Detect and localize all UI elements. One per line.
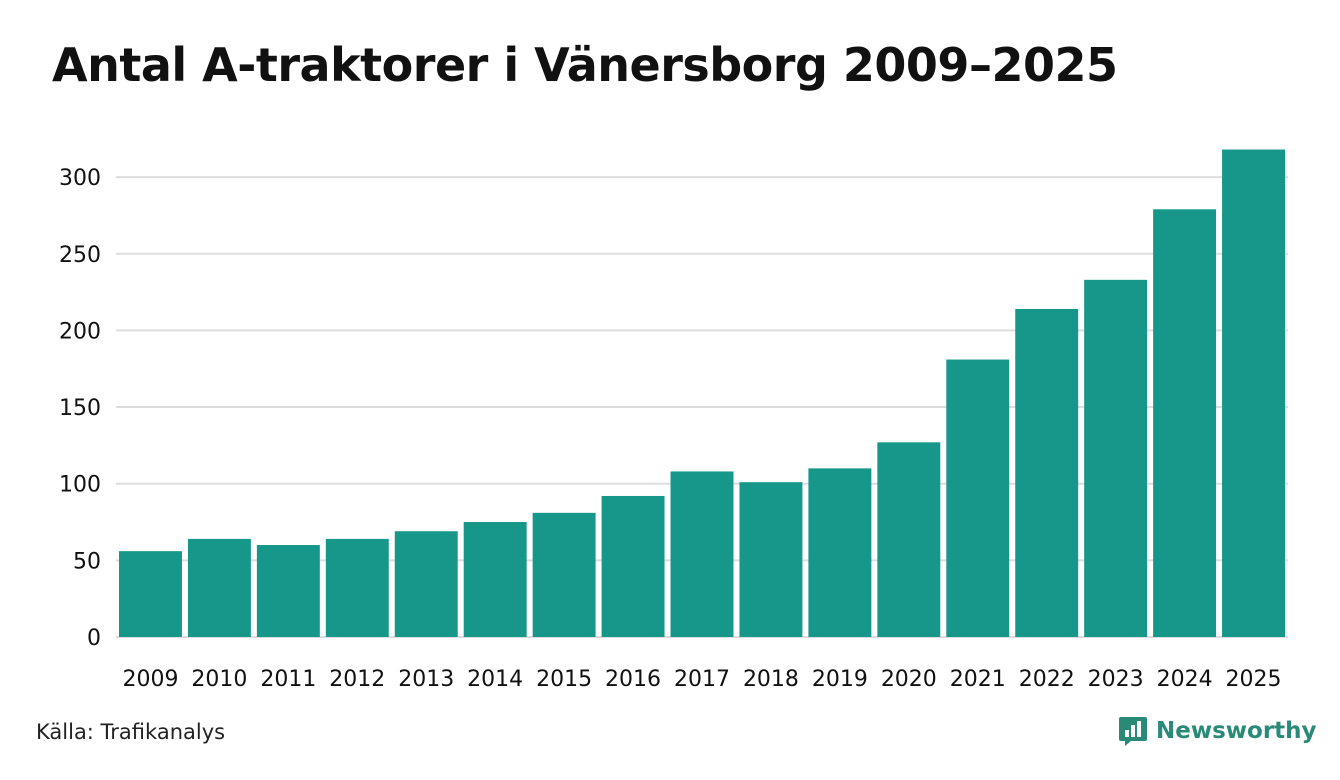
brand-logo: Newsworthy xyxy=(1118,714,1317,748)
x-tick-label: 2014 xyxy=(467,667,523,692)
bar-2017 xyxy=(670,471,734,637)
bar-2012 xyxy=(325,538,389,637)
bar-2021 xyxy=(946,359,1010,637)
bar-2019 xyxy=(808,468,872,637)
bar-2020 xyxy=(877,442,941,637)
bar-2011 xyxy=(256,545,320,637)
y-tick-label: 300 xyxy=(59,166,101,191)
bar-2018 xyxy=(739,482,803,637)
x-tick-label: 2016 xyxy=(605,667,661,692)
x-tick-label: 2020 xyxy=(881,667,937,692)
x-tick-label: 2011 xyxy=(260,667,316,692)
y-axis-ticks: 0 50 100 150 200 250 300 xyxy=(59,166,101,651)
x-tick-label: 2010 xyxy=(191,667,247,692)
bars xyxy=(119,149,1285,637)
bar-2013 xyxy=(394,531,458,637)
x-axis-ticks: 2009 2010 2011 2012 2013 2014 2015 2016 2017 2018… xyxy=(122,667,1281,692)
x-tick-label: 2025 xyxy=(1226,667,1282,692)
chart-title: Antal A-traktorer i Vänersborg 2009–2025 xyxy=(52,38,1118,92)
brand-name: Newsworthy xyxy=(1156,718,1317,744)
x-tick-label: 2019 xyxy=(812,667,868,692)
newsworthy-logo-icon xyxy=(1119,717,1147,746)
y-tick-label: 50 xyxy=(73,549,101,574)
x-tick-label: 2017 xyxy=(674,667,730,692)
x-tick-label: 2023 xyxy=(1088,667,1144,692)
bar-2015 xyxy=(532,512,596,637)
x-tick-label: 2024 xyxy=(1157,667,1213,692)
bar-2025 xyxy=(1222,149,1285,637)
bar-2022 xyxy=(1015,308,1079,637)
y-tick-label: 150 xyxy=(59,396,101,421)
bar-2016 xyxy=(601,495,665,637)
bar-2024 xyxy=(1153,209,1217,637)
x-tick-label: 2013 xyxy=(398,667,454,692)
x-tick-label: 2022 xyxy=(1019,667,1075,692)
x-tick-label: 2015 xyxy=(536,667,592,692)
bar-2009 xyxy=(119,551,182,637)
y-tick-label: 100 xyxy=(59,473,101,498)
bar-2023 xyxy=(1084,279,1148,637)
source-note: Källa: Trafikanalys xyxy=(36,720,226,744)
x-tick-label: 2018 xyxy=(743,667,799,692)
x-tick-label: 2009 xyxy=(122,667,178,692)
x-tick-label: 2012 xyxy=(329,667,385,692)
bar-2010 xyxy=(187,538,251,637)
bar-2014 xyxy=(463,522,527,637)
y-tick-label: 250 xyxy=(59,243,101,268)
x-tick-label: 2021 xyxy=(950,667,1006,692)
y-tick-label: 0 xyxy=(87,626,101,651)
y-tick-label: 200 xyxy=(59,319,101,344)
